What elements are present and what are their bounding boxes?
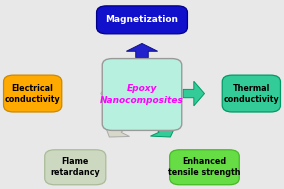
Text: Flame
retardancy: Flame retardancy bbox=[50, 157, 100, 177]
FancyBboxPatch shape bbox=[222, 75, 280, 112]
Polygon shape bbox=[183, 81, 204, 106]
Text: Electrical
conductivity: Electrical conductivity bbox=[5, 84, 60, 104]
FancyBboxPatch shape bbox=[4, 75, 62, 112]
Polygon shape bbox=[101, 81, 119, 106]
Polygon shape bbox=[151, 120, 176, 137]
Text: Thermal
conductivity: Thermal conductivity bbox=[224, 84, 279, 104]
Polygon shape bbox=[126, 43, 158, 58]
FancyBboxPatch shape bbox=[170, 150, 239, 185]
FancyBboxPatch shape bbox=[97, 6, 187, 34]
Text: Enhanced
tensile strength: Enhanced tensile strength bbox=[168, 157, 241, 177]
Text: Epoxy
Nanocomposites: Epoxy Nanocomposites bbox=[100, 84, 184, 105]
Text: Magnetization: Magnetization bbox=[105, 15, 179, 24]
FancyBboxPatch shape bbox=[45, 150, 106, 185]
Polygon shape bbox=[105, 120, 130, 137]
FancyBboxPatch shape bbox=[102, 59, 182, 130]
